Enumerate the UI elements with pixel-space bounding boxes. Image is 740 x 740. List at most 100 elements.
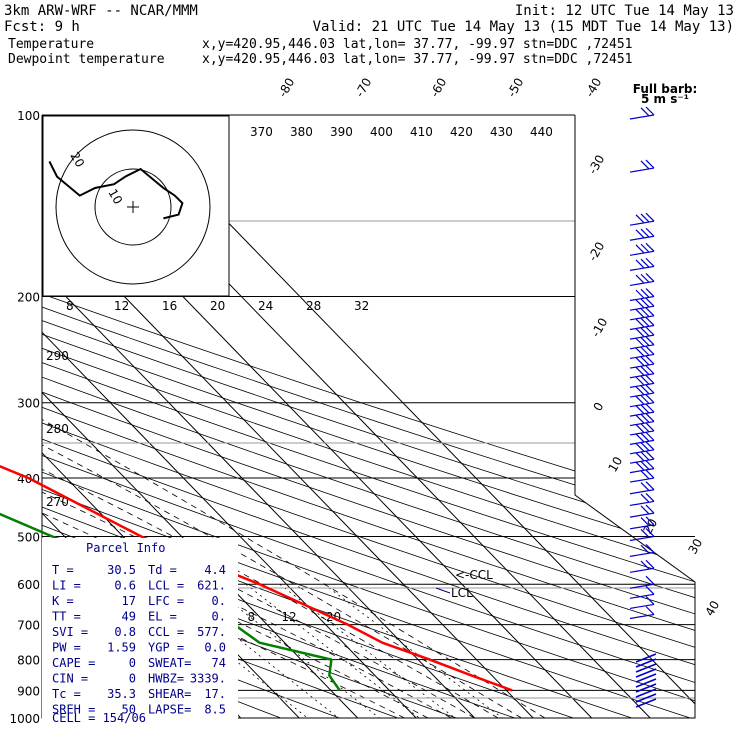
dry-adiabat-line (42, 115, 695, 718)
parcel-key: T = (52, 563, 74, 577)
parcel-value: 1.59 (107, 641, 136, 655)
wind-barb-flag (640, 442, 650, 452)
dry-adiabat-line (42, 115, 695, 718)
parcel-cell: CELL = 154/06 (52, 711, 146, 725)
isotherm-line (0, 115, 7, 718)
kts-tick-label: 16 (162, 299, 177, 313)
parcel-value: 577. (197, 625, 226, 639)
dry-adiabat-line (42, 115, 695, 718)
wind-barb-flag (640, 461, 650, 470)
wind-barb-flag (640, 327, 650, 337)
parcel-value: 0.8 (114, 625, 136, 639)
wind-barb-flag (645, 273, 655, 282)
pressure-tick-label: 500 (17, 530, 40, 544)
parcel-key: HWBZ= (148, 672, 184, 686)
wind-barb-staff (635, 653, 657, 663)
dry-adiabat-line (42, 115, 695, 718)
dry-adiabat-line (42, 115, 695, 718)
hodograph-ring (94, 168, 172, 246)
wind-barb-staff (635, 668, 657, 678)
wind-barb-flag (645, 227, 655, 237)
wind-barb-flag (635, 214, 645, 224)
theta-label: 440 (530, 125, 553, 139)
isotherm-label: -40 (582, 76, 604, 100)
wind-barb-flag (645, 257, 655, 267)
dry-adiabat-line (42, 115, 695, 718)
wind-barb-flag (640, 228, 650, 238)
wind-barb-staff (635, 673, 657, 683)
parcel-info-box: Parcel Info T = 30.5 Td = 4.4 LI = 0.6 LCL = 62… (42, 538, 238, 725)
wind-barb-staff (629, 458, 655, 464)
wind-barb-flag (640, 505, 650, 515)
parcel-value: 0. (212, 594, 226, 608)
wind-barb-flag (640, 288, 650, 298)
parcel-value: 621. (197, 579, 226, 593)
wind-barb-staff (629, 603, 655, 610)
dry-adiabat-line (42, 115, 695, 718)
isotherm-label: -70 (352, 76, 374, 100)
wind-barb-flag (640, 451, 650, 461)
wind-barb-staff (629, 235, 655, 241)
wind-barb-flag (645, 575, 655, 585)
parcel-key: LI = (52, 579, 81, 593)
wind-barb-staff (635, 688, 657, 698)
wind-barb-staff (629, 250, 655, 256)
wind-barb-staff (629, 468, 655, 474)
dry-adiabat-line (42, 115, 457, 718)
wind-barb-flag (640, 404, 650, 414)
parcel-key: YGP = (148, 641, 184, 655)
parcel-value: 0 (129, 656, 136, 670)
parcel-key: PW = (52, 641, 81, 655)
isotherm-label: 0 (590, 400, 606, 414)
wind-barb-flag (640, 528, 650, 538)
wind-barb-flag (645, 326, 655, 336)
wind-barb-flag (635, 376, 645, 386)
parcel-key: LAPSE= (148, 703, 191, 717)
axis-labels: 235812201002003004005006007008009001000-… (9, 76, 722, 726)
parcel-key: LCL = (148, 579, 184, 593)
wind-barb-staff (629, 324, 655, 331)
parcel-value: 0.6 (114, 579, 136, 593)
parcel-key: SREH = (52, 703, 95, 717)
wind-barb-flag (635, 299, 645, 309)
hodograph: 10 20 (42, 115, 230, 297)
dry-adiabat-line (42, 115, 695, 718)
wind-barb-flag (635, 318, 645, 328)
parcel-value: 0.0 (204, 641, 226, 655)
wind-barb-flag (645, 365, 655, 375)
theta-label: 270 (46, 495, 69, 509)
wind-barb-flag (640, 107, 650, 117)
wind-barb-flag (645, 585, 655, 595)
pressure-tick-label: 700 (17, 619, 40, 633)
wind-barb-flag (640, 385, 650, 395)
wind-barb-flag (645, 481, 655, 491)
wind-barb-flag (645, 431, 655, 441)
wind-barb-staff (629, 477, 655, 483)
wind-barb-staff (635, 663, 657, 673)
isotherm-line (42, 115, 476, 718)
wind-barb-flag (645, 106, 655, 116)
wind-barb-flag (640, 395, 650, 404)
wind-barb-staff (629, 305, 655, 311)
wind-barb-flag (635, 347, 645, 357)
wind-barb-flag (635, 259, 645, 269)
wind-barb-flag (640, 432, 650, 442)
theta-label: 380 (290, 125, 313, 139)
wind-barb-staff (629, 524, 655, 530)
theta-label: 400 (370, 125, 393, 139)
wind-barb-staff (629, 114, 655, 120)
wind-barb-staff (629, 220, 655, 226)
mixing-ratio-label: 8 (247, 610, 255, 624)
wind-barb-flag (645, 374, 655, 384)
wind-barb-flag (645, 516, 655, 526)
wind-barb-flag (645, 595, 655, 605)
wind-barb-flag (645, 543, 655, 553)
parcel-key: Td = (148, 563, 177, 577)
parcel-key: CCL = (148, 625, 184, 639)
ccl-annotation: <-CCL (455, 568, 493, 582)
parcel-value: 4.4 (204, 563, 226, 577)
wind-barb-flag (635, 274, 645, 284)
parcel-value: 0 (129, 672, 136, 686)
wind-barb-staff (629, 449, 655, 455)
wind-barb-flag (645, 460, 655, 470)
